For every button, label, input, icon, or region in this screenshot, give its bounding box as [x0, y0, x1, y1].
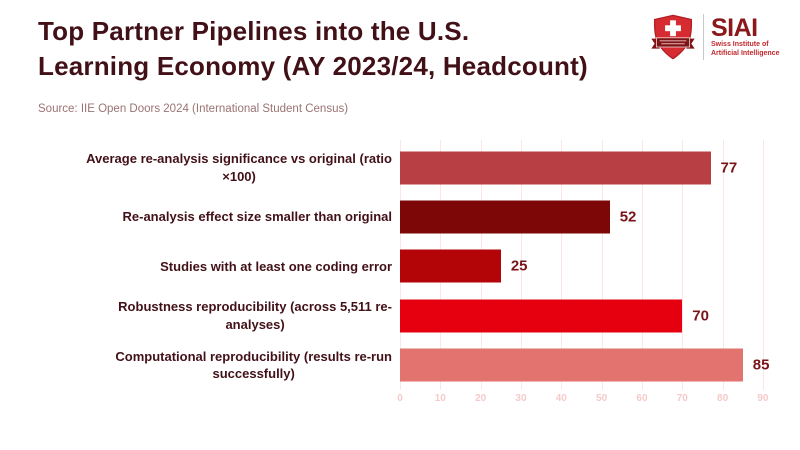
x-tick-label: 40 [555, 393, 567, 404]
logo-acronym: SIAI [711, 14, 758, 42]
logo-text: SIAI Swiss Institute of Artificial Intel… [711, 16, 779, 58]
source-caption: Source: IIE Open Doors 2024 (Internation… [38, 103, 349, 115]
x-tick-label: 80 [717, 393, 729, 404]
category-label: Computational reproducibility (results r… [115, 348, 392, 382]
bar-chart: Average re-analysis significance vs orig… [0, 140, 800, 420]
bar-track: 52 [400, 192, 800, 241]
page-title-line-1: Top Partner Pipelines into the U.S. [38, 16, 470, 46]
category-label: Average re-analysis significance vs orig… [86, 151, 392, 184]
x-tick-label: 70 [676, 393, 688, 404]
siai-logo: SIAI Swiss Institute of Artificial Intel… [648, 12, 779, 62]
gridline [641, 140, 643, 390]
bar-row: Re-analysis effect size smaller than ori… [0, 192, 800, 241]
gridline [722, 140, 724, 390]
gridline [561, 140, 563, 390]
swiss-shield-cross-icon [651, 14, 695, 60]
bar [400, 151, 711, 185]
bar-row: Computational reproducibility (results r… [0, 341, 800, 390]
category-label: Re-analysis effect size smaller than ori… [122, 209, 393, 225]
bar-row: Studies with at least one coding error 25 [0, 242, 800, 291]
x-tick-label: 60 [636, 393, 648, 404]
chart-rows: Average re-analysis significance vs orig… [0, 143, 800, 390]
bar-track: 70 [400, 291, 800, 340]
gridline [520, 140, 522, 390]
gridline [762, 140, 764, 390]
x-tick-label: 20 [475, 393, 487, 404]
bar-row: Robustness reproducibility (across 5,511… [0, 291, 800, 340]
x-tick-label: 90 [757, 393, 769, 404]
bar-row: Average re-analysis significance vs orig… [0, 143, 800, 192]
bar-track: 25 [400, 242, 800, 291]
x-axis: 0 10 20 30 40 50 60 70 80 90 [397, 393, 771, 407]
bar [400, 348, 743, 382]
category-label: Robustness reproducibility (across 5,511… [118, 299, 392, 332]
logo-divider [703, 14, 704, 60]
bar-value-label: 77 [720, 159, 738, 177]
bar-value-label: 85 [752, 356, 770, 374]
bar-value-label: 52 [619, 208, 637, 226]
category-label: Studies with at least one coding error [160, 258, 392, 274]
bar [400, 299, 683, 333]
x-tick-label: 10 [434, 393, 446, 404]
bar-track: 85 [400, 341, 800, 390]
gridline [601, 140, 603, 390]
gridline [682, 140, 684, 390]
logo-subtitle-line-2: Artificial Intelligence [711, 49, 780, 57]
bar-value-label: 70 [692, 307, 709, 325]
bar [400, 200, 610, 234]
x-tick-label: 30 [515, 393, 527, 404]
bar-track: 77 [400, 143, 800, 192]
x-tick-label: 0 [397, 393, 403, 404]
page-title: Top Partner Pipelines into the U.S. Lear… [38, 14, 588, 84]
bar [400, 249, 501, 283]
bar-value-label: 25 [510, 257, 528, 275]
logo-subtitle-line-1: Swiss Institute of [711, 41, 769, 48]
x-tick-label: 50 [596, 393, 608, 404]
page-title-line-2: Learning Economy (AY 2023/24, Headcount) [38, 51, 588, 81]
